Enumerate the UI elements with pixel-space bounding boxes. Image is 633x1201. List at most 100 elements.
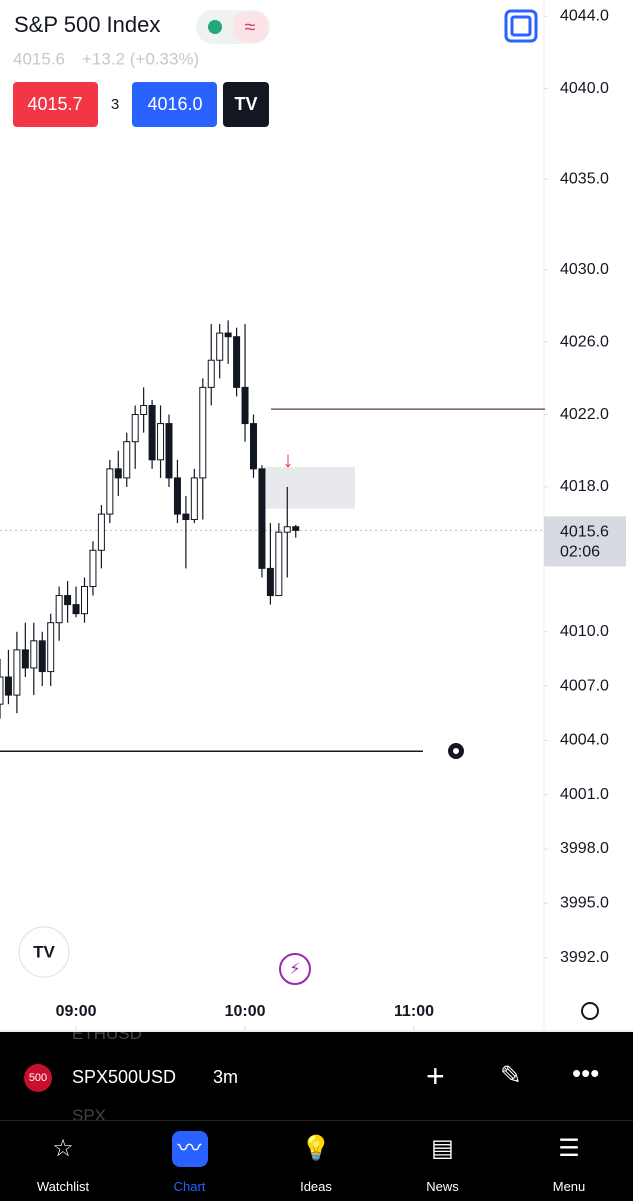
y-tick-label: 4007.0: [560, 677, 609, 694]
countdown-label: 02:06: [560, 544, 600, 561]
nav-item[interactable]: ☆ Watchlist: [8, 1121, 118, 1201]
sell-price: 4015.7: [27, 94, 82, 114]
tv-watermark[interactable]: [18, 926, 70, 978]
y-tick-label: 4022.0: [560, 406, 609, 423]
nav-label: Watchlist: [36, 1179, 90, 1194]
tv-logo-button[interactable]: [223, 82, 269, 127]
nav-icon: ☆: [52, 1135, 74, 1162]
nav-icon: 〰: [171, 1131, 208, 1167]
symbol-title: S&P 500 Index: [14, 12, 160, 37]
candle-body: [165, 423, 173, 479]
ghost-symbol: SPX: [72, 1106, 107, 1120]
nav-icon: ☰: [558, 1135, 580, 1162]
candle-body: [233, 336, 241, 388]
last-price-box: [544, 516, 626, 567]
price-zone: [264, 467, 355, 509]
candle-body: [47, 622, 55, 673]
candle-body: [207, 359, 215, 388]
candle-body: [216, 332, 224, 361]
y-tick-label: 4004.0: [560, 732, 609, 749]
buy-button[interactable]: [132, 82, 217, 127]
tv-watermark-logo: TV: [33, 942, 55, 961]
bottom-nav: ☆ Watchlist 〰 Chart 💡 Ideas ▤ News ☰ Menu: [0, 1120, 633, 1201]
candle-body: [0, 676, 4, 705]
candle-body: [241, 386, 249, 425]
candle-body: [4, 676, 12, 696]
x-tick-label: 11:00: [394, 1003, 434, 1020]
y-tick-label: 4030.0: [560, 261, 609, 278]
spread: 3: [111, 96, 119, 113]
candle-body: [140, 404, 148, 416]
candle-body: [114, 468, 122, 479]
candle-body: [131, 414, 139, 443]
status-wave: ≈: [245, 16, 256, 38]
y-tick-label: 4035.0: [560, 170, 609, 187]
candle-body: [182, 513, 190, 521]
buy-price: 4016.0: [147, 94, 202, 114]
candle-body: [258, 468, 266, 569]
fullscreen-icon[interactable]: [504, 9, 538, 43]
candle-body: [106, 468, 114, 515]
interval[interactable]: 3m: [213, 1067, 239, 1087]
settings-icon[interactable]: [581, 1002, 599, 1020]
candle-body: [224, 332, 232, 338]
candle-body: [266, 567, 274, 597]
y-tick-label: 4044.0: [560, 8, 609, 25]
candle-body: [72, 604, 80, 615]
candle-body: [80, 586, 88, 615]
y-tick-label: 4001.0: [560, 786, 609, 803]
candle-body: [64, 595, 72, 606]
nav-icon: 💡: [301, 1135, 331, 1162]
price-change: +13.2 (+0.33%): [82, 49, 199, 68]
y-tick-label: 4026.0: [560, 333, 609, 350]
x-tick-label: 09:00: [56, 1003, 97, 1020]
fullscreen-inner: [510, 15, 532, 37]
candle-body: [173, 477, 181, 515]
candle-body: [13, 649, 21, 696]
flash-symbol: ⚡: [289, 961, 300, 978]
draw-button[interactable]: ✎: [500, 1060, 522, 1090]
candle-body: [148, 404, 156, 461]
last-price-label: 4015.6: [560, 524, 609, 541]
x-tick-label: 10:00: [225, 1003, 266, 1020]
candle-body: [30, 640, 38, 669]
y-tick-label: 4040.0: [560, 80, 609, 97]
candle-body: [199, 386, 207, 479]
symbol-toolbar: ETHUSD SPX 500 SPX500USD 3m + ✎ •••: [0, 1032, 633, 1120]
ghost-symbol: ETHUSD: [72, 1032, 142, 1043]
nav-label: Chart: [173, 1179, 206, 1194]
candle-body: [190, 477, 198, 521]
last-price-header: 4015.6: [13, 49, 65, 68]
flash-icon[interactable]: [279, 953, 311, 985]
nav-label: News: [426, 1179, 459, 1194]
y-tick-label: 3998.0: [560, 840, 609, 857]
market-dot: [208, 20, 222, 34]
nav-item[interactable]: ▤ News: [388, 1121, 498, 1201]
tv-logo: TV: [234, 94, 257, 114]
nav-item[interactable]: 〰 Chart: [135, 1121, 245, 1201]
candle-body: [55, 595, 63, 624]
sell-button[interactable]: [13, 82, 98, 127]
y-tick-label: 3992.0: [560, 949, 609, 966]
add-button[interactable]: +: [426, 1058, 445, 1094]
nav-label: Menu: [552, 1179, 586, 1194]
more-button[interactable]: •••: [572, 1058, 600, 1088]
candle-body: [292, 526, 300, 531]
down-arrow: ↓: [283, 447, 294, 472]
symbol-badge: 500: [24, 1064, 52, 1092]
candle-body: [283, 526, 291, 533]
candle-body: [157, 423, 165, 461]
visibility-pupil: [453, 748, 459, 754]
candle-body: [275, 531, 283, 597]
y-tick-label: 4010.0: [560, 623, 609, 640]
symbol-name[interactable]: SPX500USD: [72, 1067, 177, 1087]
candle-body: [89, 549, 97, 588]
candle-body: [21, 649, 29, 669]
status-wave-bg: [233, 12, 268, 42]
candle-body: [38, 640, 46, 673]
nav-item[interactable]: ☰ Menu: [514, 1121, 624, 1201]
nav-item[interactable]: 💡 Ideas: [261, 1121, 371, 1201]
nav-label: Ideas: [300, 1179, 332, 1194]
candle-body: [123, 441, 131, 479]
